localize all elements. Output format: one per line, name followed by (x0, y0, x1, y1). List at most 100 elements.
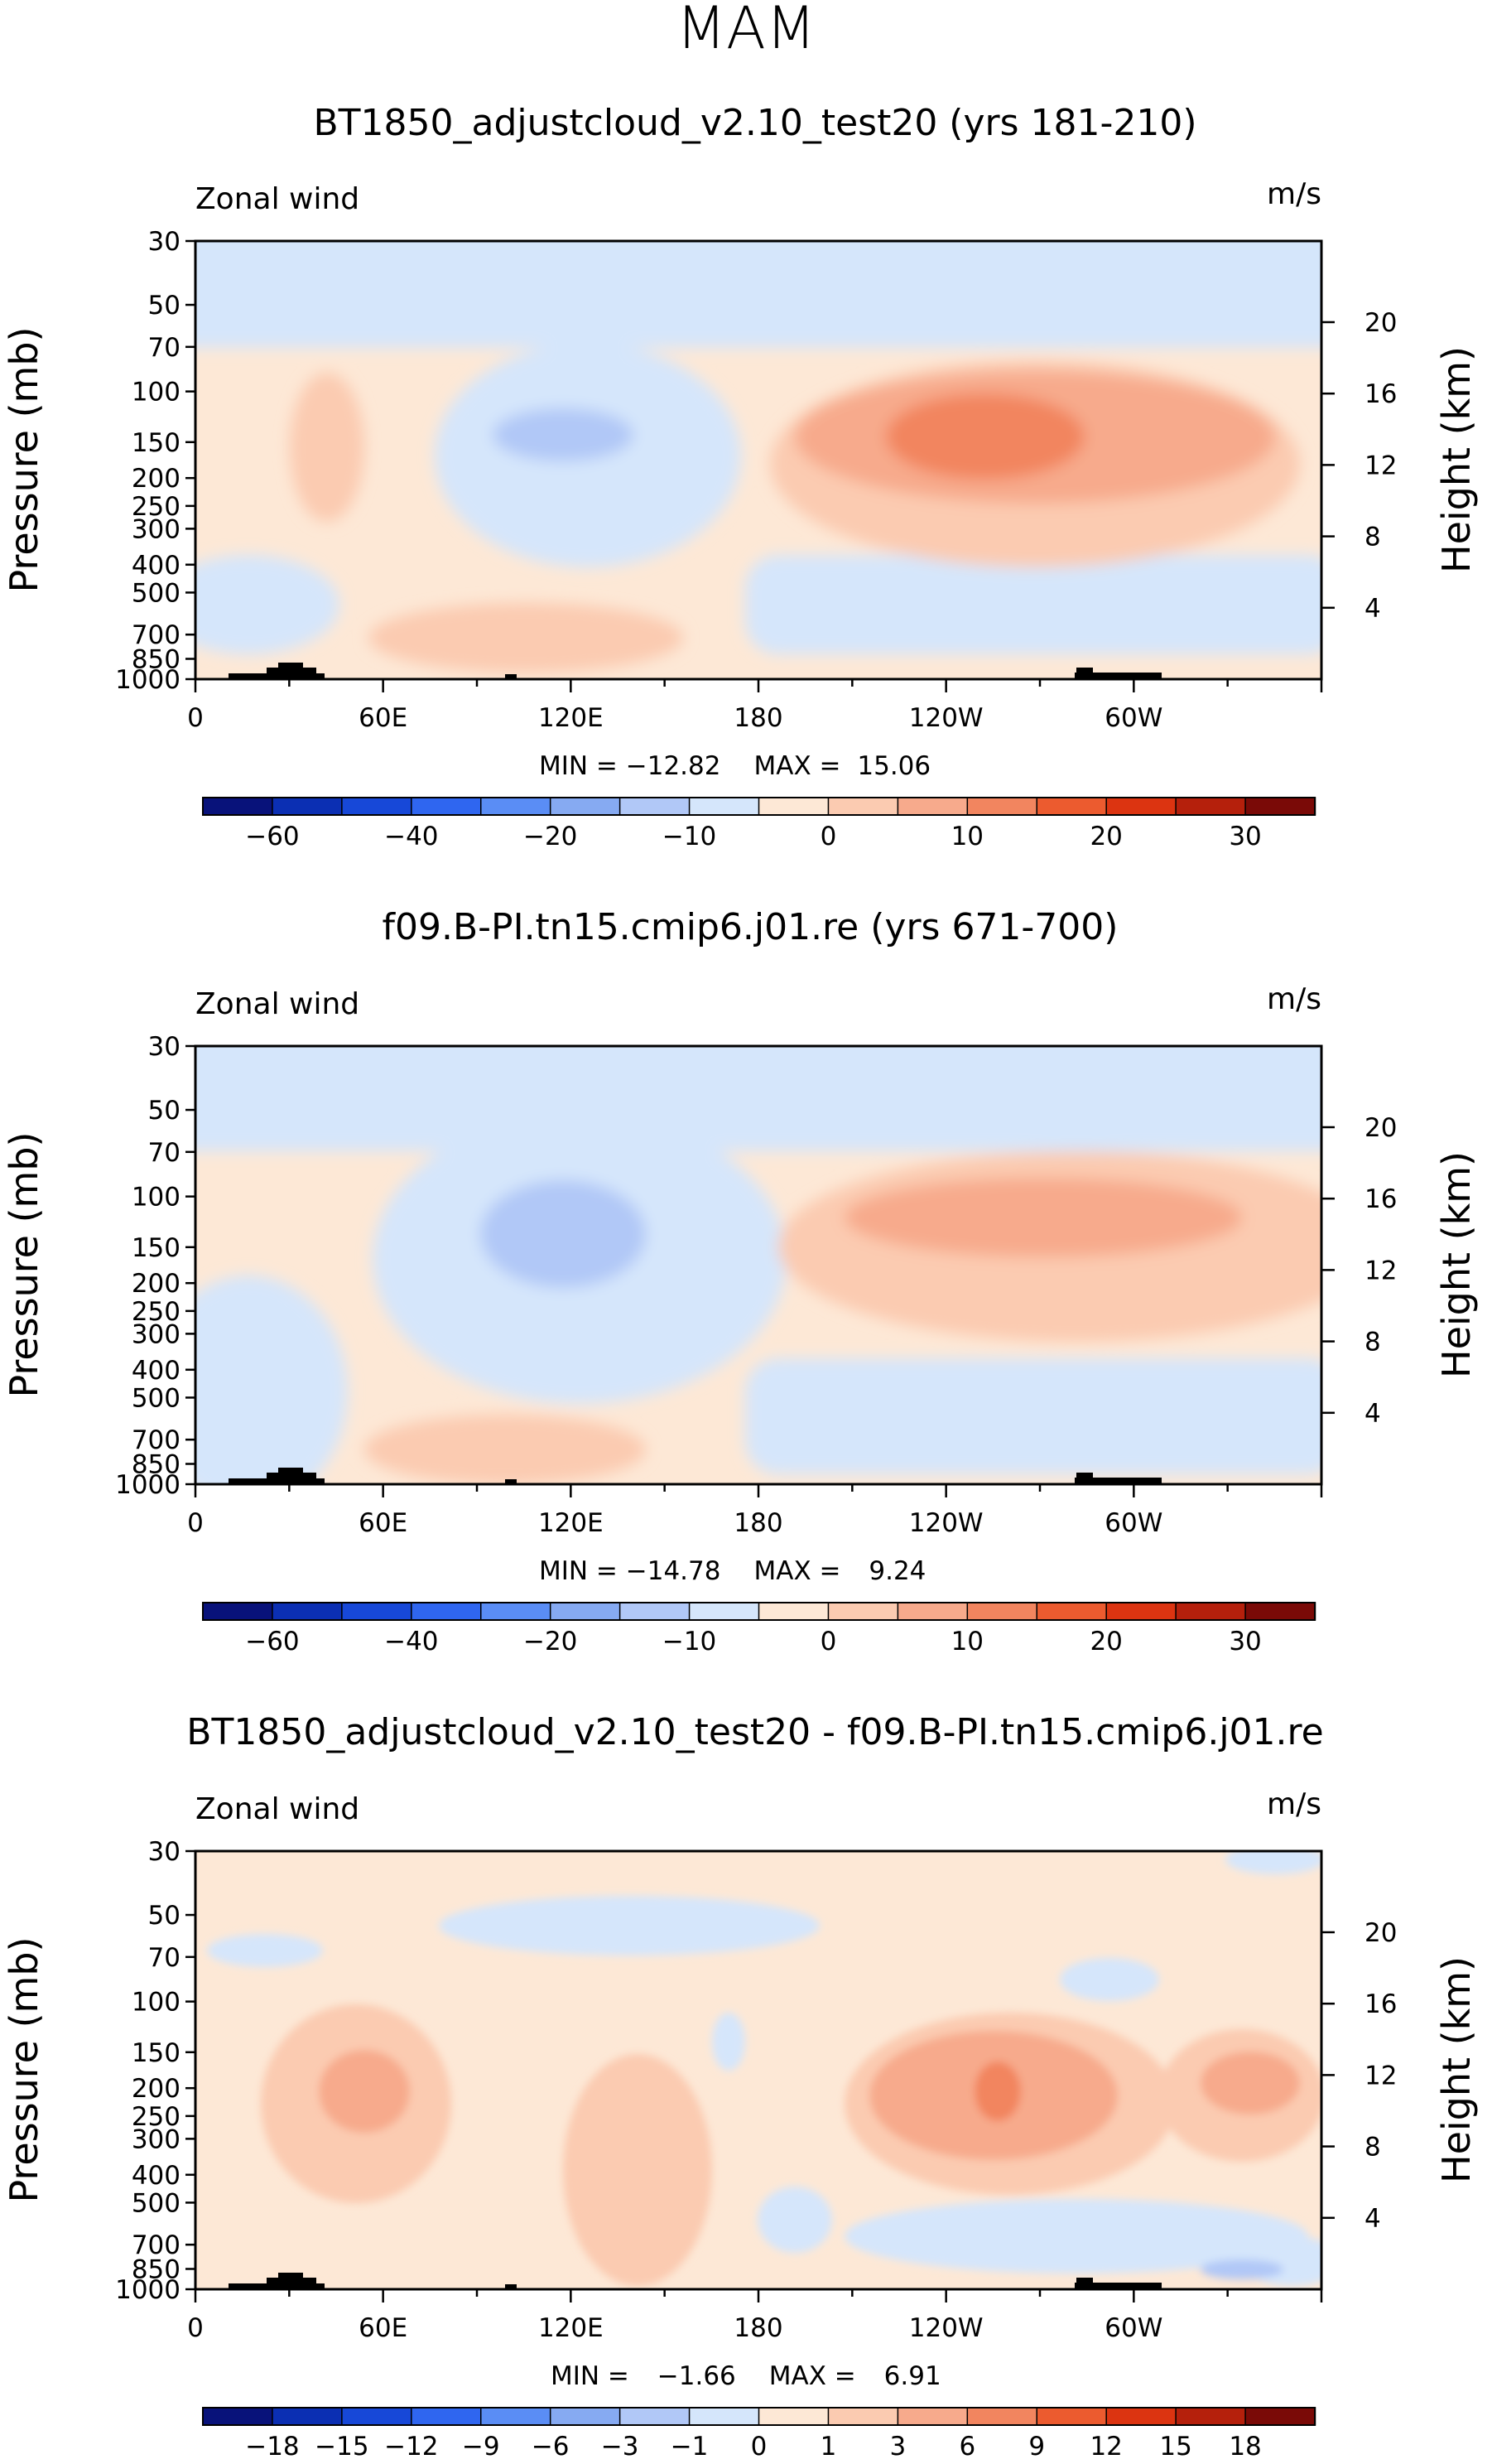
negative-stratosphere-2 (207, 1934, 323, 1967)
pressure-tick-label: 250 (132, 2102, 180, 2132)
longitude-tick-label: 60E (359, 1508, 407, 1538)
pressure-tick-label: 250 (132, 492, 180, 522)
longitude-tick-label: 120W (909, 2313, 984, 2343)
negative-stratosphere-1 (439, 1896, 820, 1955)
colorbar-label: −18 (245, 2432, 299, 2462)
positive-atlantic-core (1201, 2052, 1300, 2114)
plot-area (195, 241, 1321, 679)
positive-pacific-core (975, 2061, 1021, 2121)
longitude-ticks: 0 60E 120E 180 120W 60W (187, 679, 1323, 733)
height-ticks: 4 8 12 16 20 (1321, 308, 1397, 624)
colorbar-swatch (1105, 1602, 1177, 1621)
pressure-tick-label: 30 (148, 227, 180, 257)
longitude-tick-label: 180 (734, 1508, 782, 1538)
colorbar-swatch (897, 797, 969, 816)
colorbar-label: −10 (662, 822, 716, 851)
easterly-band (195, 241, 1321, 348)
colorbar-frame (202, 1602, 1316, 1621)
colorbar-swatch (549, 797, 621, 816)
height-tick-label: 8 (1364, 523, 1381, 552)
colorbar-swatch (966, 797, 1038, 816)
easterly-core (493, 408, 633, 461)
colorbar-swatch (758, 2407, 830, 2426)
colorbar-swatch (966, 1602, 1038, 1621)
panel-title: BT1850_adjustcloud_v2.10_test20 (yrs 181… (313, 102, 1196, 144)
negative-stratosphere-4 (1225, 1851, 1321, 1874)
height-tick-label: 12 (1364, 2061, 1397, 2090)
pressure-tick-label: 200 (132, 1269, 180, 1299)
longitude-tick-label: 120E (538, 2313, 604, 2343)
pressure-tick-label: 400 (132, 551, 180, 581)
land-mask (229, 1468, 1162, 1484)
longitude-tick-label: 0 (187, 2313, 204, 2343)
pressure-tick-label: 30 (148, 1032, 180, 1062)
pressure-tick-label: 700 (132, 1425, 180, 1455)
colorbar-swatch (272, 1602, 344, 1621)
colorbar-label: 0 (821, 822, 837, 851)
land-mask (229, 2273, 1162, 2289)
westerly-core (886, 393, 1085, 480)
colorbar-swatch (1175, 797, 1247, 816)
colorbar-label: 18 (1229, 2432, 1261, 2462)
colorbar-swatch (411, 797, 482, 816)
longitude-tick-label: 120E (538, 703, 604, 733)
colorbar-swatch (1244, 2407, 1316, 2426)
colorbar-label: −20 (523, 822, 577, 851)
colorbar-label: −1 (671, 2432, 709, 2462)
colorbar-label: −3 (601, 2432, 639, 2462)
low-level-easterly-east (745, 555, 1321, 654)
pressure-tick-label: 200 (132, 464, 180, 494)
height-tick-label: 8 (1364, 1328, 1381, 1357)
colorbar-swatch (758, 797, 830, 816)
pressure-tick-label: 70 (148, 1943, 180, 1973)
colorbar-label: −15 (315, 2432, 368, 2462)
height-tick-label: 12 (1364, 451, 1397, 480)
units-label: m/s (1267, 177, 1321, 211)
height-tick-label: 12 (1364, 1256, 1397, 1285)
height-tick-label: 4 (1364, 2204, 1381, 2234)
y-axis-label: Pressure (mb) (2, 327, 46, 593)
low-level-easterly-west (195, 555, 339, 654)
colorbar-swatch (411, 2407, 482, 2426)
pressure-tick-label: 500 (132, 578, 180, 608)
height-tick-label: 16 (1364, 379, 1397, 409)
colorbar-label: 6 (959, 2432, 975, 2462)
pressure-tick-label: 150 (132, 2038, 180, 2068)
longitude-tick-label: 180 (734, 703, 782, 733)
stats-text: MIN = −12.82 MAX = 15.06 (539, 751, 931, 781)
longitude-tick-label: 60W (1105, 703, 1162, 733)
colorbar-label: 15 (1159, 2432, 1191, 2462)
longitude-tick-label: 0 (187, 1508, 204, 1538)
negative-cell-dateline-low (758, 2187, 832, 2253)
pressure-tick-label: 400 (132, 1356, 180, 1386)
page-title: MAM (676, 0, 816, 62)
longitude-tick-label: 60E (359, 703, 407, 733)
colorbar-swatch (549, 2407, 621, 2426)
pressure-tick-label: 100 (132, 1183, 180, 1213)
colorbar-swatch (549, 1602, 621, 1621)
positive-indian-core (319, 2050, 410, 2133)
y2-axis-label: Height (km) (1434, 1956, 1479, 2183)
field-contours (207, 1851, 1321, 2286)
pressure-tick-label: 300 (132, 2124, 180, 2154)
panel-title: f09.B-PI.tn15.cmip6.j01.re (yrs 671-700) (383, 906, 1119, 948)
longitude-tick-label: 120W (909, 703, 984, 733)
stats-text: MIN = −14.78 MAX = 9.24 (539, 1556, 926, 1586)
low-level-westerly (368, 603, 683, 673)
colorbar-swatch (618, 1602, 691, 1621)
colorbar-swatch (202, 797, 274, 816)
height-tick-label: 16 (1364, 1184, 1397, 1214)
colorbar-swatch (272, 797, 344, 816)
colorbar-swatch (1244, 797, 1316, 816)
negative-cell-dateline (712, 2013, 745, 2071)
height-tick-label: 8 (1364, 2133, 1381, 2163)
colorbar-swatch (827, 1602, 899, 1621)
colorbar-label: −12 (384, 2432, 438, 2462)
pressure-tick-label: 850 (132, 644, 180, 674)
longitude-tick-label: 180 (734, 2313, 782, 2343)
pressure-tick-label: 30 (148, 1837, 180, 1867)
longitude-ticks: 0 60E 120E 180 120W 60W (187, 2289, 1323, 2343)
y2-axis-label: Height (km) (1434, 346, 1479, 573)
